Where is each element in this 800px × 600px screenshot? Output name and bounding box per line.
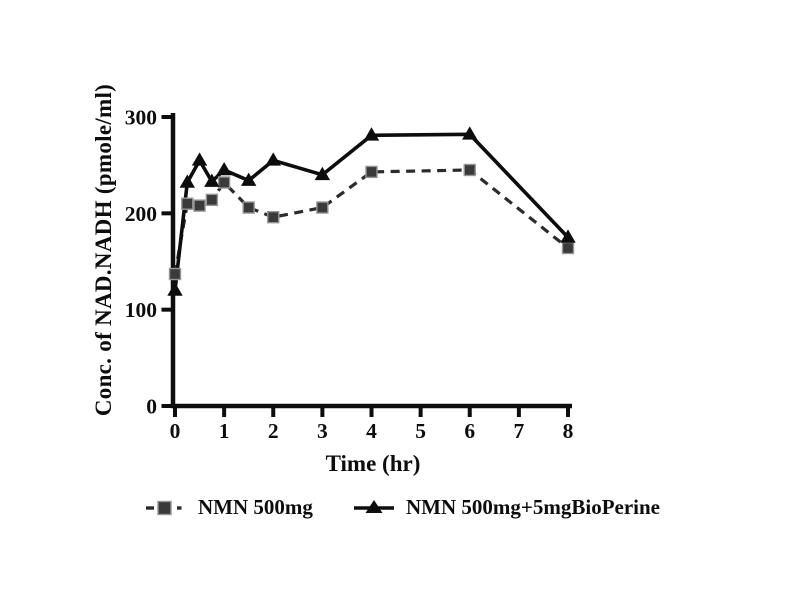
- triangle-marker: [240, 172, 257, 186]
- square-marker: [205, 193, 219, 207]
- x-tick-label: 4: [366, 419, 377, 443]
- x-tick-label: 2: [268, 419, 279, 443]
- legend-item-nmn-bioperine: NMN 500mg+5mgBioPerine: [354, 495, 660, 520]
- triangle-marker: [314, 166, 331, 181]
- square-marker: [181, 197, 194, 210]
- triangle-marker: [191, 152, 208, 166]
- legend-marker-0: [146, 500, 182, 515]
- triangle-marker: [167, 282, 183, 296]
- x-tick-label: 6: [464, 419, 475, 443]
- series-line-0: [173, 168, 569, 275]
- x-tick-label: 1: [219, 419, 230, 443]
- legend-label-nmn: NMN 500mg: [198, 495, 313, 519]
- y-tick-label: 200: [125, 202, 157, 226]
- y-tick-label: 300: [125, 106, 157, 130]
- triangle-marker: [462, 126, 478, 140]
- square-marker: [242, 201, 255, 214]
- square-marker: [561, 241, 575, 255]
- triangle-marker: [204, 173, 220, 187]
- square-marker: [193, 199, 206, 212]
- x-tick-label: 7: [514, 419, 525, 443]
- square-marker: [217, 176, 231, 189]
- legend-label-nmn-bioperine: NMN 500mg+5mgBioPerine: [406, 495, 660, 519]
- x-tick-label: 0: [170, 419, 181, 443]
- square-marker: [316, 201, 329, 214]
- triangle-marker: [363, 127, 380, 141]
- square-marker: [365, 165, 378, 179]
- triangle-marker: [560, 229, 576, 243]
- square-marker: [463, 163, 476, 177]
- x-axis-label: Time (hr): [325, 451, 421, 476]
- square-marker: [168, 267, 182, 281]
- triangle-marker: [265, 152, 281, 166]
- y-tick-label: 0: [146, 395, 157, 419]
- x-tick-label: 5: [415, 419, 426, 443]
- x-tick-label: 8: [563, 419, 574, 443]
- legend-marker-1: [354, 499, 394, 513]
- triangle-marker: [216, 161, 232, 176]
- legend-item-nmn: NMN 500mg: [146, 495, 313, 520]
- square-marker: [267, 210, 280, 224]
- y-tick-label: 100: [125, 298, 157, 322]
- triangle-marker: [179, 174, 195, 188]
- x-tick-label: 3: [317, 419, 328, 443]
- series-line-1: [173, 132, 570, 291]
